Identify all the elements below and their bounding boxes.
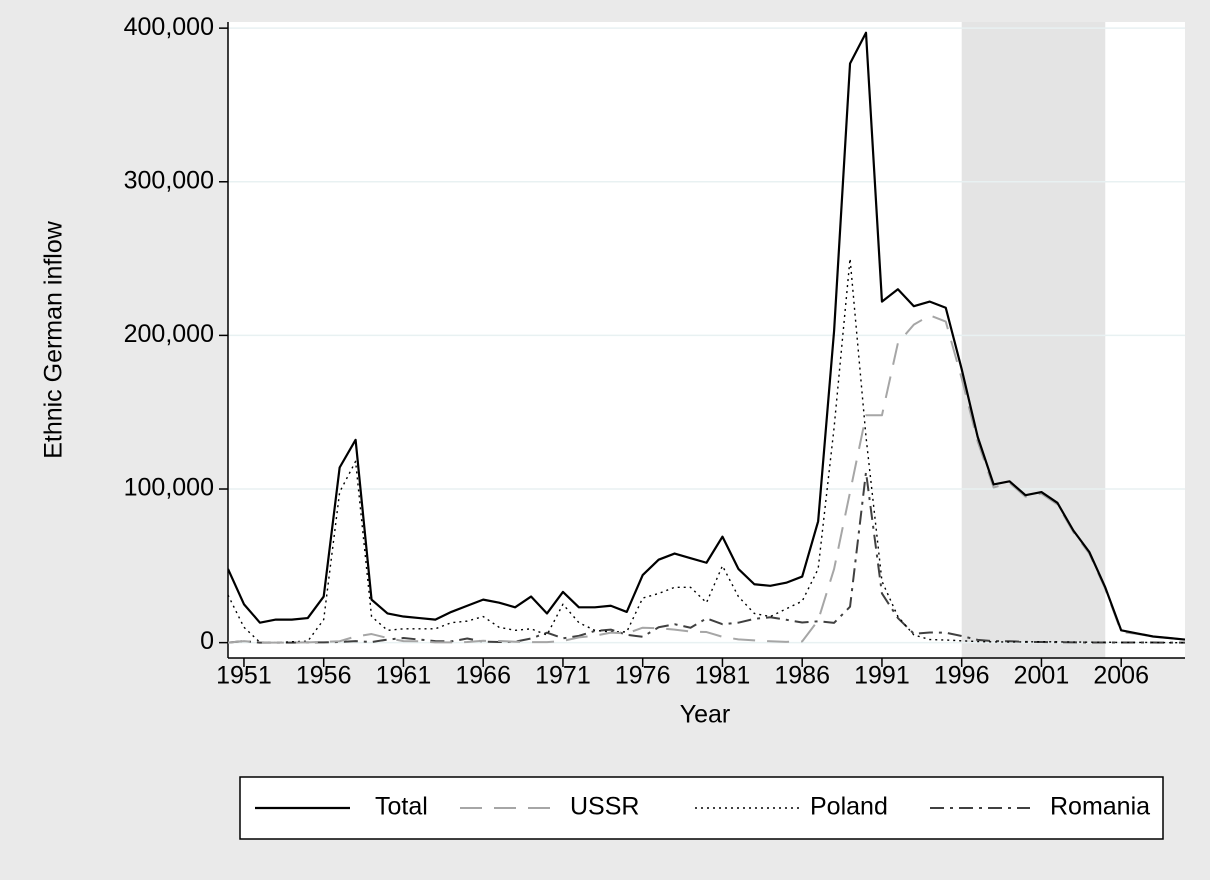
series-group [228, 31, 1185, 644]
y-tick-label: 0 [200, 627, 214, 655]
series-line [228, 31, 1185, 641]
x-tick-label: 1966 [455, 662, 511, 690]
x-tick-label: 1976 [615, 662, 671, 690]
x-tick-label: 1996 [934, 662, 990, 690]
x-tick-label: 1956 [296, 662, 352, 690]
x-tick-label: 1981 [695, 662, 751, 690]
x-axis-label: Year [680, 701, 731, 729]
y-axis-label: Ethnic German inflow [40, 220, 68, 459]
y-tick-label: 300,000 [124, 166, 214, 194]
legend-label: Romania [1050, 793, 1150, 821]
x-tick-label: 1991 [854, 662, 910, 690]
x-tick-label: 2006 [1093, 662, 1149, 690]
legend-label: USSR [570, 793, 639, 821]
y-tick-label: 100,000 [124, 474, 214, 502]
legend-label: Poland [810, 793, 888, 821]
y-tick-label: 200,000 [124, 320, 214, 348]
y-tick-label: 400,000 [124, 13, 214, 41]
series-line [228, 257, 1185, 644]
x-tick-label: 1971 [535, 662, 591, 690]
legend-label: Total [375, 793, 428, 821]
series-line [228, 314, 1185, 644]
x-tick-label: 2001 [1014, 662, 1070, 690]
x-tick-label: 1961 [376, 662, 432, 690]
x-tick-label: 1951 [216, 662, 272, 690]
shaded-period [961, 22, 1106, 658]
x-tick-label: 1986 [774, 662, 830, 690]
